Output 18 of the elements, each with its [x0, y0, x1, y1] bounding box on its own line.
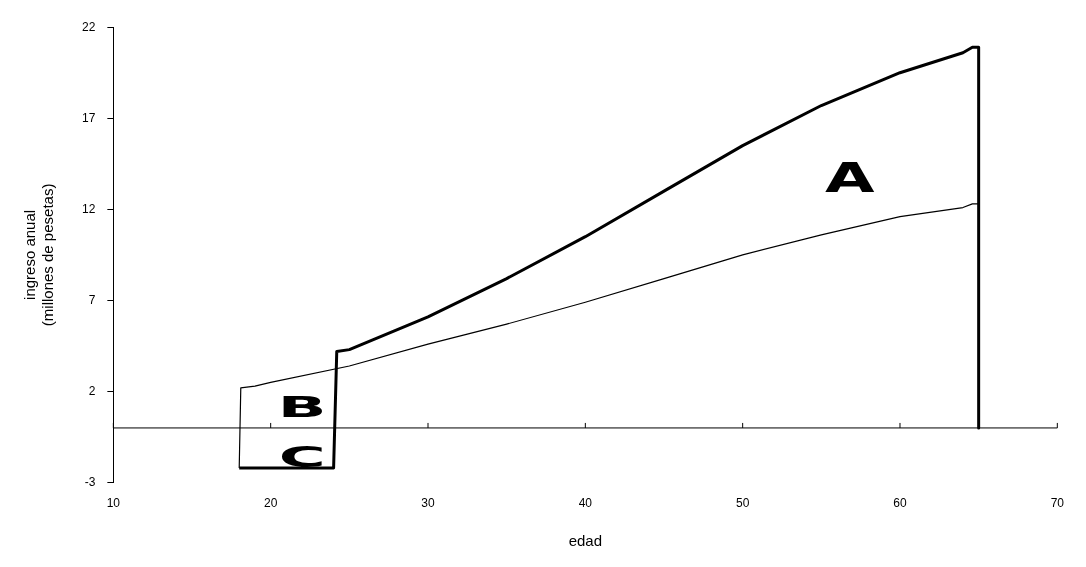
y-tick-label: 7: [88, 292, 96, 307]
y-axis-title: ingreso anual (millones de pesetas): [21, 183, 57, 327]
y-tick-label: 2: [88, 383, 96, 398]
y-tick-label: 22: [81, 19, 96, 34]
annotation: C: [278, 441, 326, 474]
annotation: A: [824, 154, 876, 203]
y-tick-label: -3: [84, 474, 96, 489]
x-tick-label: 30: [421, 496, 435, 511]
x-tick-label: 70: [1050, 496, 1065, 511]
x-tick-label: 20: [264, 496, 278, 511]
y-tick-label: 17: [81, 110, 96, 125]
x-tick-label: 60: [893, 496, 907, 511]
annotation: B: [277, 390, 327, 424]
y-tick-label: 12: [81, 201, 96, 216]
x-tick-label: 10: [106, 496, 121, 511]
x-tick-label: 50: [735, 496, 750, 511]
x-tick-label: 40: [578, 496, 593, 511]
x-axis-title: edad: [568, 532, 603, 550]
